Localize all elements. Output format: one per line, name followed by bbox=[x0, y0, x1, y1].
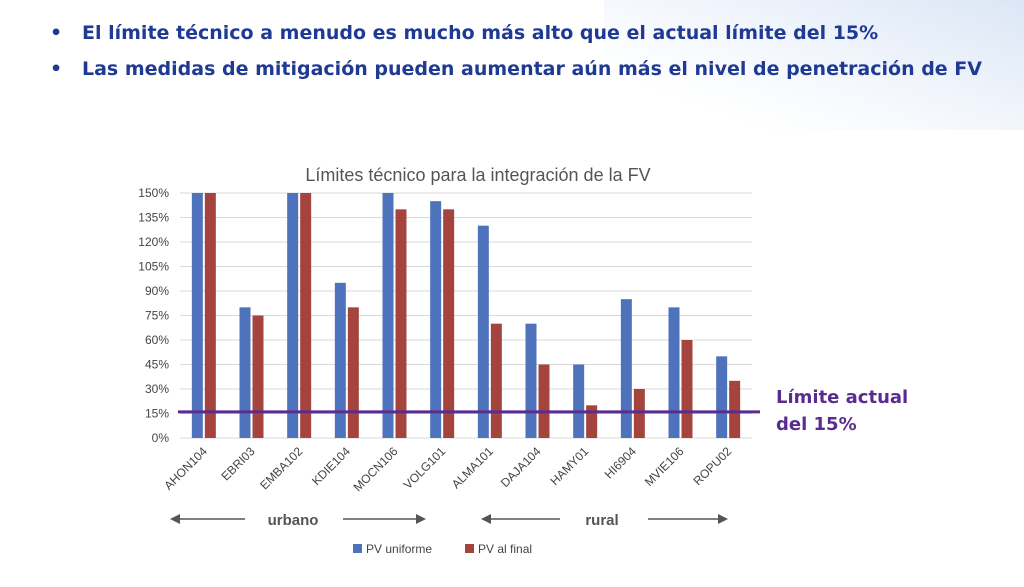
x-tick-label: EBRI03 bbox=[218, 444, 257, 483]
bar bbox=[573, 364, 585, 438]
bar bbox=[395, 209, 407, 438]
y-tick-label: 105% bbox=[138, 260, 169, 274]
y-tick-label: 120% bbox=[138, 235, 169, 249]
limit-label-line2: del 15% bbox=[776, 414, 857, 435]
y-tick-label: 0% bbox=[152, 431, 170, 445]
x-tick-label: ROPU02 bbox=[690, 444, 734, 488]
bar bbox=[430, 201, 442, 438]
bar bbox=[252, 315, 264, 438]
y-tick-label: 30% bbox=[145, 382, 169, 396]
x-tick-label: DAJA104 bbox=[498, 444, 544, 490]
x-tick-label: KDIE104 bbox=[309, 444, 353, 488]
legend-label-final: PV al final bbox=[478, 542, 532, 556]
bar bbox=[287, 193, 299, 438]
bar bbox=[586, 405, 598, 438]
bar bbox=[347, 307, 359, 438]
y-tick-label: 45% bbox=[145, 358, 169, 372]
y-tick-label: 150% bbox=[138, 186, 169, 200]
bullet-list: • El límite técnico a menudo es mucho má… bbox=[50, 18, 1000, 90]
x-tick-label: VOLG101 bbox=[401, 444, 449, 492]
legend-swatch-uniforme bbox=[353, 544, 362, 553]
legend-swatch-final bbox=[465, 544, 474, 553]
bar bbox=[204, 193, 216, 438]
x-tick-label: HAMY01 bbox=[547, 444, 591, 488]
bar bbox=[300, 193, 312, 438]
bar bbox=[382, 193, 394, 438]
y-axis-ticks: 0% 15% 30% 45% 60% 75% 90% 105% 120% 135% 150% bbox=[138, 186, 169, 445]
bar bbox=[729, 380, 741, 438]
group-label-rural: rural bbox=[585, 512, 618, 529]
x-tick-label: ALMA101 bbox=[449, 444, 496, 491]
bar bbox=[443, 209, 455, 438]
background-decoration bbox=[604, 0, 1024, 130]
arrow-right-icon bbox=[718, 514, 728, 524]
group-annotations: urbano rural bbox=[170, 512, 728, 529]
chart-title: Límites técnico para la integración de l… bbox=[305, 165, 650, 185]
bar bbox=[239, 307, 251, 438]
bullet-item: • Las medidas de mitigación pueden aumen… bbox=[50, 54, 1000, 84]
y-tick-label: 75% bbox=[145, 309, 169, 323]
bar bbox=[525, 323, 537, 438]
bar bbox=[620, 299, 632, 438]
bar bbox=[538, 364, 550, 438]
bar bbox=[668, 307, 680, 438]
group-label-urbano: urbano bbox=[268, 512, 319, 529]
bullet-text: El límite técnico a menudo es mucho más … bbox=[82, 22, 879, 44]
bar bbox=[681, 340, 693, 438]
bullet-icon: • bbox=[50, 22, 63, 44]
x-tick-label: EMBA102 bbox=[257, 444, 305, 492]
legend-label-uniforme: PV uniforme bbox=[366, 542, 432, 556]
arrow-left-icon bbox=[170, 514, 180, 524]
bar bbox=[191, 193, 203, 438]
bar bbox=[716, 356, 728, 438]
limit-label: Límite actual del 15% bbox=[776, 384, 926, 438]
y-tick-label: 90% bbox=[145, 284, 169, 298]
bar bbox=[477, 225, 489, 438]
legend: PV uniforme PV al final bbox=[353, 542, 532, 556]
limit-label-line1: Límite actual bbox=[776, 387, 909, 408]
bar bbox=[334, 282, 346, 438]
bullet-icon: • bbox=[50, 58, 63, 80]
bars bbox=[191, 193, 741, 438]
y-tick-label: 60% bbox=[145, 333, 169, 347]
bar bbox=[490, 323, 502, 438]
y-tick-label: 135% bbox=[138, 211, 169, 225]
arrow-right-icon bbox=[416, 514, 426, 524]
y-tick-label: 15% bbox=[145, 407, 169, 421]
arrow-left-icon bbox=[481, 514, 491, 524]
x-tick-label: MVIE106 bbox=[642, 444, 687, 489]
bullet-text: Las medidas de mitigación pueden aumenta… bbox=[82, 58, 982, 80]
bullet-item: • El límite técnico a menudo es mucho má… bbox=[50, 18, 1000, 48]
bar bbox=[633, 389, 645, 438]
x-tick-label: MOCN106 bbox=[351, 444, 401, 494]
x-tick-label: AHON104 bbox=[161, 444, 210, 493]
x-tick-label: HI6904 bbox=[602, 444, 639, 481]
gridlines bbox=[180, 192, 752, 439]
